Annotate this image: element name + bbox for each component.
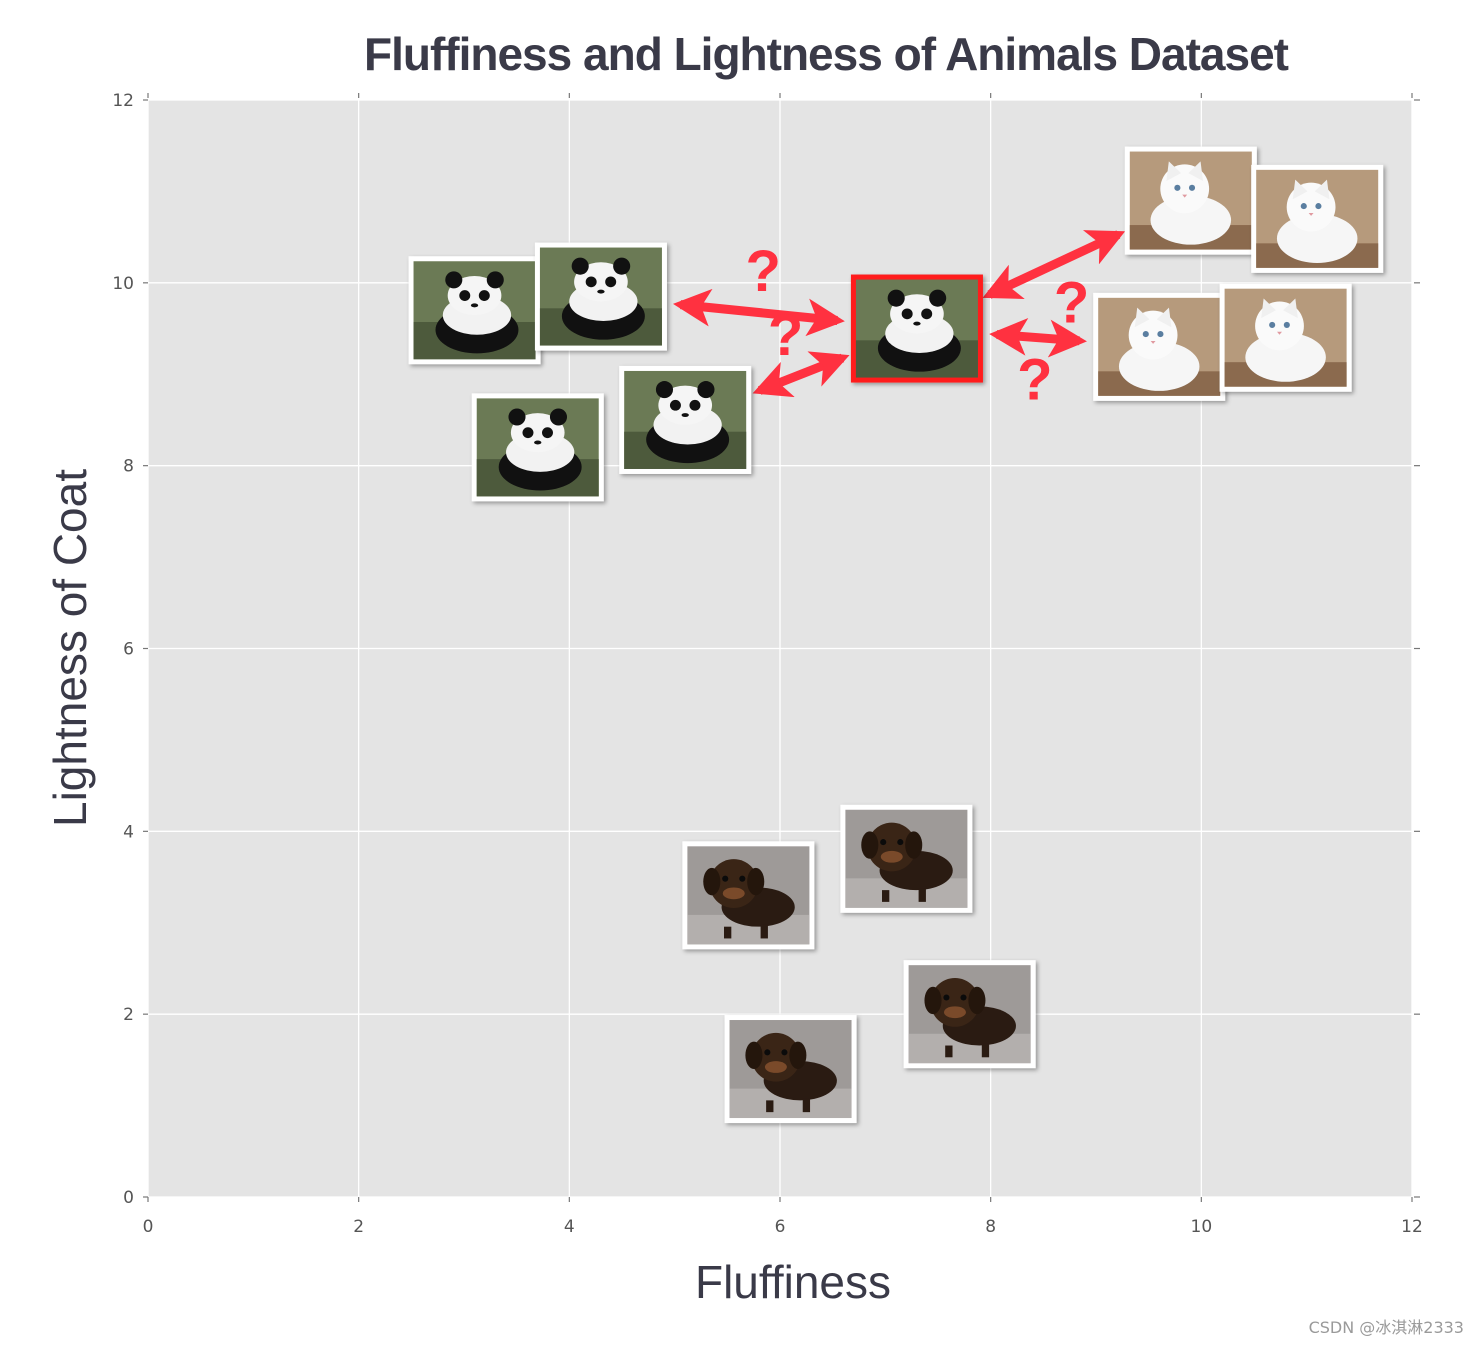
axis-ticks: 0 2 4 6 8 10 12 0 2 4 6 8 10 12: [112, 91, 1422, 1237]
comparison-arrows: ????: [673, 230, 1126, 413]
data-points: [408, 146, 1384, 1124]
dog-photo: [903, 960, 1036, 1069]
panda-photo: [471, 393, 604, 502]
y-axis-label: Lightness of Coat: [44, 469, 96, 827]
question-mark: ?: [768, 303, 803, 368]
y-tick-label: 8: [123, 457, 134, 477]
x-tick-label: 6: [775, 1217, 786, 1237]
cat-photo: [1124, 146, 1257, 255]
cat-photo: [1219, 283, 1352, 392]
y-tick-label: 2: [123, 1005, 134, 1025]
double-arrow: [982, 230, 1126, 299]
dog-photo: [682, 841, 815, 950]
dog-photo: [724, 1015, 857, 1124]
watermark-text: CSDN @冰淇淋2333: [1308, 1318, 1464, 1337]
y-tick-label: 12: [112, 91, 134, 111]
double-arrow: [989, 317, 1087, 358]
x-tick-label: 0: [143, 1217, 154, 1237]
double-arrow: [752, 351, 850, 398]
question-mark: ?: [745, 239, 780, 304]
x-tick-label: 10: [1191, 1217, 1213, 1237]
y-tick-label: 6: [123, 640, 134, 660]
question-mark: ?: [1054, 271, 1089, 336]
panda-query: [850, 274, 983, 383]
panda-photo: [408, 256, 541, 365]
cat-photo: [1251, 164, 1384, 273]
x-tick-label: 4: [564, 1217, 575, 1237]
chart-title: Fluffiness and Lightness of Animals Data…: [364, 28, 1289, 80]
x-axis-label: Fluffiness: [695, 1256, 891, 1308]
question-mark: ?: [1017, 348, 1052, 413]
x-tick-label: 2: [353, 1217, 364, 1237]
x-tick-label: 12: [1401, 1217, 1423, 1237]
dog-photo: [840, 804, 973, 913]
y-tick-label: 10: [112, 274, 134, 294]
panda-photo: [619, 365, 752, 474]
x-tick-label: 8: [985, 1217, 996, 1237]
cat-photo: [1093, 292, 1226, 401]
y-tick-label: 0: [123, 1188, 134, 1208]
double-arrow: [673, 288, 845, 337]
y-tick-label: 4: [123, 822, 134, 842]
panda-photo: [534, 242, 667, 351]
